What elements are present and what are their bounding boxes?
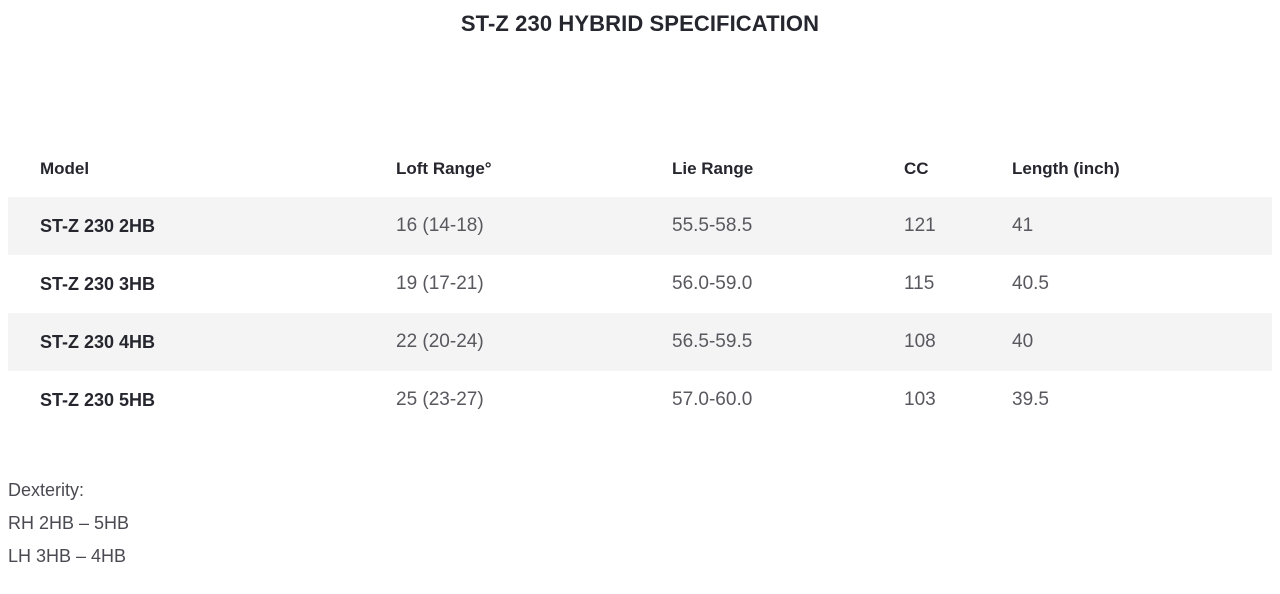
column-header-cc: CC bbox=[872, 140, 980, 197]
cell-model: ST-Z 230 3HB bbox=[40, 273, 156, 294]
cell-length: 39.5 bbox=[1012, 389, 1049, 410]
cell-loft: 22 (20-24) bbox=[364, 313, 640, 371]
cell-length: 40 bbox=[980, 313, 1272, 371]
dexterity-label: Dexterity: bbox=[8, 480, 85, 500]
table-row: ST-Z 230 2HB 16 (14-18) 55.5-58.5 121 41 bbox=[8, 197, 1272, 255]
column-header-length: Length (inch) bbox=[980, 140, 1272, 197]
cell-length: 41 bbox=[980, 197, 1272, 255]
cell-lie: 56.5-59.5 bbox=[640, 313, 872, 371]
column-header-model: Model bbox=[8, 140, 364, 197]
cell-cc: 115 bbox=[904, 273, 935, 294]
cell-lie: 55.5-58.5 bbox=[640, 197, 872, 255]
dexterity-right-hand: RH 2HB – 5HB bbox=[8, 513, 130, 533]
dexterity-left-hand: LH 3HB – 4HB bbox=[8, 546, 127, 566]
cell-lie: 56.0-59.0 bbox=[672, 273, 753, 294]
cell-model: ST-Z 230 2HB bbox=[8, 197, 364, 255]
cell-loft: 25 (23-27) bbox=[396, 389, 484, 410]
table-body: ST-Z 230 2HB 16 (14-18) 55.5-58.5 121 41… bbox=[8, 197, 1272, 429]
table-header: Model Loft Range° Lie Range CC Length (i… bbox=[8, 140, 1272, 197]
dexterity-notes: Dexterity: RH 2HB – 5HB LH 3HB – 4HB bbox=[8, 474, 129, 573]
cell-loft: 19 (17-21) bbox=[396, 273, 484, 294]
cell-cc: 103 bbox=[904, 389, 936, 410]
specification-table: Model Loft Range° Lie Range CC Length (i… bbox=[8, 140, 1272, 429]
cell-cc: 108 bbox=[872, 313, 980, 371]
table-row: ST-Z 230 4HB 22 (20-24) 56.5-59.5 108 40 bbox=[8, 313, 1272, 371]
table-row: ST-Z 230 3HB 19 (17-21) 56.0-59.0 115 40… bbox=[8, 255, 1272, 313]
column-header-loft: Loft Range° bbox=[364, 140, 640, 197]
table-row: ST-Z 230 5HB 25 (23-27) 57.0-60.0 103 39… bbox=[8, 371, 1272, 429]
cell-length: 40.5 bbox=[1012, 273, 1049, 294]
cell-model: ST-Z 230 4HB bbox=[8, 313, 364, 371]
cell-model: ST-Z 230 5HB bbox=[40, 389, 156, 410]
table-header-row: Model Loft Range° Lie Range CC Length (i… bbox=[8, 140, 1272, 197]
cell-lie: 57.0-60.0 bbox=[672, 389, 753, 410]
column-header-lie: Lie Range bbox=[640, 140, 872, 197]
cell-loft: 16 (14-18) bbox=[364, 197, 640, 255]
cell-cc: 121 bbox=[872, 197, 980, 255]
page-title: ST-Z 230 HYBRID SPECIFICATION bbox=[460, 11, 820, 36]
